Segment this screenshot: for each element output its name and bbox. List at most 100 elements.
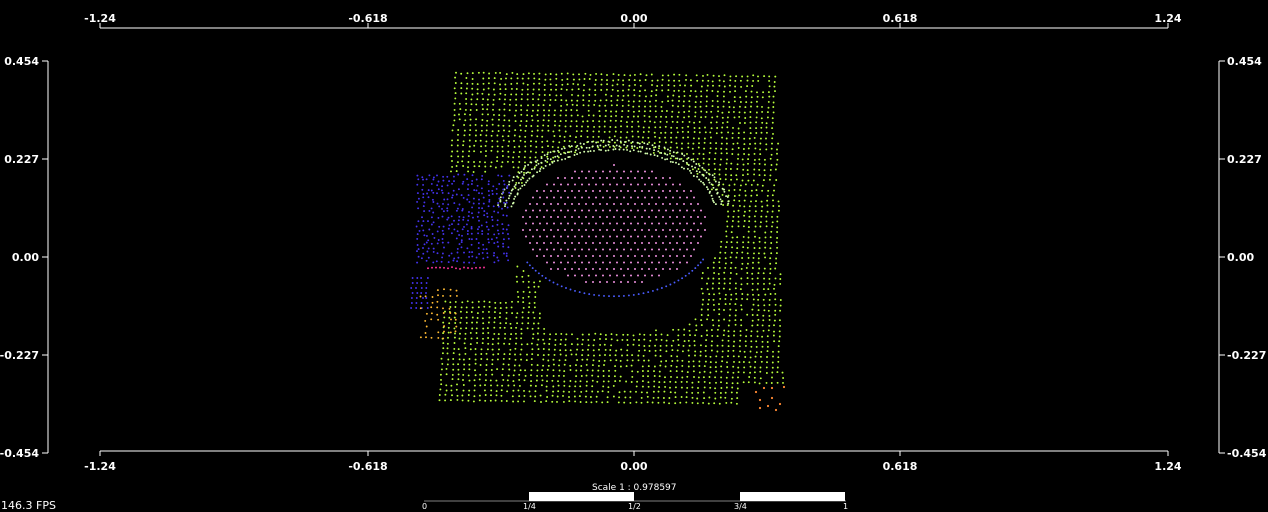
- point: [782, 385, 786, 389]
- point: [467, 183, 470, 186]
- point: [752, 179, 755, 182]
- point: [664, 136, 667, 139]
- point: [464, 119, 467, 122]
- point: [508, 191, 511, 194]
- point: [480, 187, 483, 190]
- point: [453, 257, 456, 260]
- point: [704, 345, 707, 348]
- point: [772, 106, 775, 108]
- point: [766, 194, 769, 197]
- point: [641, 255, 643, 257]
- point: [755, 132, 758, 134]
- point: [456, 150, 459, 153]
- point: [655, 329, 657, 332]
- point: [493, 261, 496, 264]
- point: [724, 257, 727, 260]
- point: [731, 376, 734, 379]
- point: [432, 247, 435, 250]
- point: [747, 381, 750, 384]
- point: [535, 151, 537, 154]
- point: [450, 144, 453, 147]
- point: [627, 139, 630, 142]
- point: [609, 349, 612, 351]
- point: [657, 150, 660, 153]
- point: [721, 360, 724, 363]
- point: [745, 101, 748, 104]
- point: [631, 359, 634, 362]
- point: [579, 142, 582, 145]
- point: [423, 243, 426, 246]
- point: [540, 401, 542, 403]
- point: [543, 109, 545, 112]
- point: [701, 79, 704, 82]
- point: [520, 332, 523, 335]
- point: [662, 203, 664, 205]
- point: [704, 355, 707, 358]
- point: [507, 197, 510, 200]
- point: [679, 235, 681, 238]
- point: [535, 379, 538, 382]
- point: [474, 358, 477, 361]
- point: [750, 345, 753, 348]
- point: [574, 141, 577, 143]
- point: [587, 150, 590, 153]
- point: [546, 222, 548, 225]
- point: [705, 329, 708, 332]
- point: [471, 72, 474, 75]
- point: [724, 391, 727, 394]
- point: [782, 381, 784, 384]
- point: [522, 168, 525, 171]
- point: [497, 205, 500, 208]
- point: [653, 385, 656, 388]
- point: [695, 163, 698, 165]
- point: [462, 389, 465, 392]
- point: [598, 148, 601, 151]
- point: [452, 363, 455, 366]
- point: [551, 394, 554, 397]
- point: [734, 323, 737, 326]
- point: [486, 103, 489, 106]
- point: [765, 220, 768, 223]
- point: [726, 116, 729, 119]
- point: [633, 89, 636, 92]
- point: [735, 309, 737, 312]
- point: [473, 165, 476, 168]
- point: [669, 190, 671, 192]
- point: [773, 184, 776, 187]
- point: [742, 361, 745, 363]
- point: [732, 110, 735, 113]
- point: [719, 178, 722, 180]
- point: [697, 163, 700, 165]
- point: [622, 83, 625, 86]
- point: [557, 268, 559, 270]
- point: [648, 190, 650, 192]
- point: [553, 248, 555, 251]
- point: [683, 216, 685, 218]
- point: [501, 207, 503, 210]
- point: [730, 397, 733, 400]
- point: [725, 386, 728, 389]
- point: [623, 183, 625, 186]
- point: [772, 355, 774, 358]
- point: [610, 115, 613, 118]
- point: [416, 282, 419, 284]
- point: [768, 178, 771, 181]
- point: [618, 391, 621, 394]
- point: [591, 140, 594, 143]
- point: [746, 75, 749, 78]
- point: [495, 187, 498, 190]
- point: [634, 177, 636, 179]
- point: [578, 255, 580, 257]
- point: [554, 120, 557, 123]
- point: [669, 149, 672, 152]
- point: [614, 354, 617, 357]
- point: [471, 267, 473, 270]
- point: [613, 281, 615, 283]
- point: [574, 196, 576, 199]
- point: [665, 235, 667, 238]
- point: [666, 153, 669, 156]
- point: [595, 222, 597, 225]
- point: [564, 344, 567, 346]
